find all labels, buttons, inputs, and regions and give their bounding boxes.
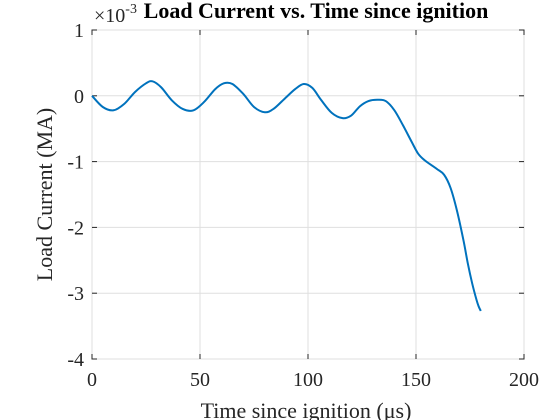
gridlines	[91, 29, 525, 360]
x-axis-label: Time since ignition (μs)	[201, 398, 412, 420]
x-tick-label: 0	[87, 369, 97, 391]
y-tick-label: -4	[67, 349, 84, 371]
chart-title: Load Current vs. Time since ignition	[144, 0, 489, 23]
x-tick-label: 150	[401, 369, 431, 391]
y-axis-label: Load Current (MA)	[32, 108, 57, 282]
y-tick-label: -1	[67, 152, 84, 174]
x-tick-labels: 0 50 100 150 200	[87, 369, 539, 391]
y-tick-label: -2	[67, 217, 84, 239]
x-tick-label: 100	[293, 369, 323, 391]
x-tick-label: 200	[509, 369, 539, 391]
y-tick-labels: -4 -3 -2 -1 0 1	[67, 20, 84, 371]
y-tick-label: -3	[67, 283, 84, 305]
y-tick-label: 1	[74, 20, 84, 42]
y-tick-label: 0	[74, 86, 84, 108]
axis-ticks	[91, 29, 525, 360]
y-exponent-label: ×10-3	[94, 2, 137, 27]
series-line	[91, 80, 482, 312]
x-tick-label: 50	[190, 369, 210, 391]
